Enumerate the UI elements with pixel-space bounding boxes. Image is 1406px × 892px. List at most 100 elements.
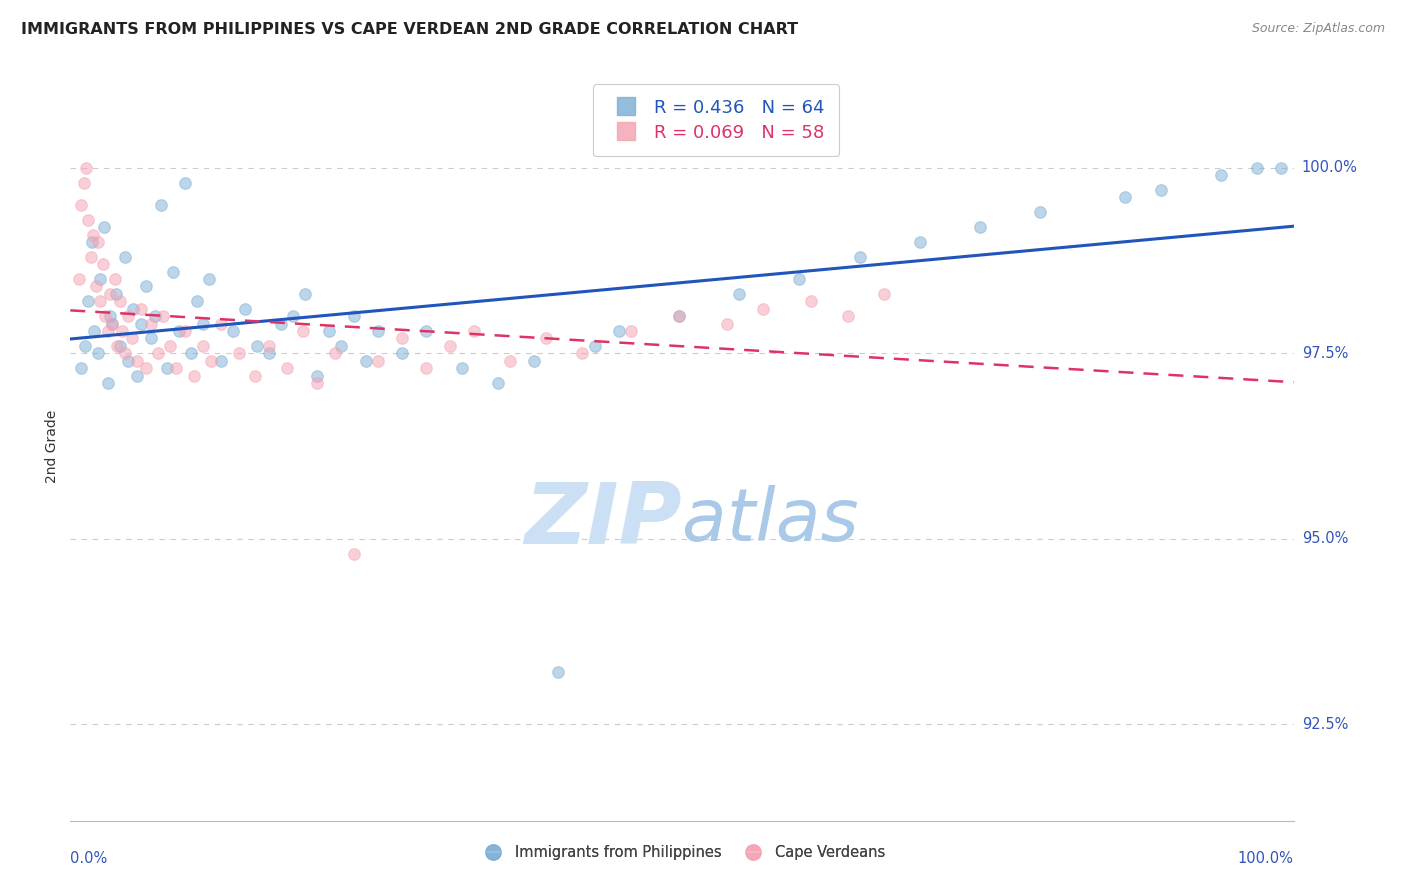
Point bbox=[125, 368, 148, 383]
Point bbox=[105, 287, 128, 301]
Point bbox=[148, 346, 170, 360]
Point bbox=[415, 361, 437, 376]
Point bbox=[83, 324, 105, 338]
Point bbox=[789, 272, 811, 286]
Point bbox=[307, 376, 329, 390]
Point bbox=[84, 279, 107, 293]
Point bbox=[165, 361, 187, 376]
Text: 95.0%: 95.0% bbox=[1302, 532, 1348, 546]
Point bbox=[391, 331, 413, 345]
Point bbox=[159, 339, 181, 353]
Point bbox=[848, 250, 870, 264]
Point bbox=[318, 324, 340, 338]
Point bbox=[1270, 161, 1292, 175]
Point bbox=[873, 287, 896, 301]
Point bbox=[800, 294, 823, 309]
Point bbox=[191, 317, 214, 331]
Point bbox=[139, 317, 162, 331]
Point bbox=[111, 324, 134, 338]
Point bbox=[70, 198, 93, 212]
Point bbox=[283, 309, 305, 323]
Text: ZIP: ZIP bbox=[524, 479, 682, 563]
Point bbox=[752, 301, 775, 316]
Point bbox=[209, 317, 232, 331]
Point bbox=[180, 346, 202, 360]
Legend: Immigrants from Philippines, Cape Verdeans: Immigrants from Philippines, Cape Verdea… bbox=[472, 839, 891, 866]
Point bbox=[94, 309, 117, 323]
Point bbox=[728, 287, 751, 301]
Point bbox=[80, 250, 103, 264]
Point bbox=[837, 309, 859, 323]
Point bbox=[228, 346, 250, 360]
Point bbox=[276, 361, 298, 376]
Point bbox=[162, 265, 184, 279]
Point bbox=[156, 361, 179, 376]
Point bbox=[233, 301, 256, 316]
Point bbox=[415, 324, 437, 338]
Point bbox=[257, 346, 280, 360]
Point bbox=[367, 324, 389, 338]
Point bbox=[499, 353, 522, 368]
Point bbox=[246, 339, 269, 353]
Point bbox=[139, 331, 162, 345]
Point bbox=[1211, 168, 1233, 182]
Point bbox=[183, 368, 205, 383]
Point bbox=[668, 309, 690, 323]
Point bbox=[716, 317, 738, 331]
Point bbox=[72, 176, 94, 190]
Point bbox=[80, 235, 103, 249]
Point bbox=[89, 272, 111, 286]
Point bbox=[583, 339, 606, 353]
Text: 100.0%: 100.0% bbox=[1302, 161, 1358, 176]
Point bbox=[257, 339, 280, 353]
Point bbox=[77, 294, 100, 309]
Point bbox=[87, 346, 110, 360]
Point bbox=[607, 324, 630, 338]
Point bbox=[89, 294, 111, 309]
Point bbox=[354, 353, 377, 368]
Point bbox=[101, 317, 124, 331]
Point bbox=[1150, 183, 1173, 197]
Point bbox=[668, 309, 690, 323]
Point bbox=[200, 353, 222, 368]
Text: 97.5%: 97.5% bbox=[1302, 346, 1348, 360]
Point bbox=[173, 324, 195, 338]
Point bbox=[1029, 205, 1052, 219]
Text: atlas: atlas bbox=[682, 485, 859, 557]
Point bbox=[135, 279, 157, 293]
Point bbox=[209, 353, 232, 368]
Point bbox=[101, 317, 124, 331]
Point bbox=[114, 346, 136, 360]
Point bbox=[463, 324, 485, 338]
Point bbox=[75, 161, 97, 175]
Point bbox=[93, 220, 115, 235]
Point bbox=[167, 324, 190, 338]
Point bbox=[87, 235, 110, 249]
Point bbox=[536, 331, 558, 345]
Point bbox=[191, 339, 214, 353]
Point bbox=[243, 368, 266, 383]
Point bbox=[325, 346, 347, 360]
Point bbox=[367, 353, 389, 368]
Text: Source: ZipAtlas.com: Source: ZipAtlas.com bbox=[1251, 22, 1385, 36]
Point bbox=[186, 294, 208, 309]
Point bbox=[131, 301, 153, 316]
Point bbox=[131, 317, 153, 331]
Point bbox=[108, 339, 131, 353]
Point bbox=[439, 339, 461, 353]
Point bbox=[117, 309, 139, 323]
Point bbox=[571, 346, 593, 360]
Point bbox=[97, 376, 120, 390]
Text: IMMIGRANTS FROM PHILIPPINES VS CAPE VERDEAN 2ND GRADE CORRELATION CHART: IMMIGRANTS FROM PHILIPPINES VS CAPE VERD… bbox=[21, 22, 799, 37]
Point bbox=[77, 212, 100, 227]
Point bbox=[198, 272, 221, 286]
Point bbox=[451, 361, 474, 376]
Text: 100.0%: 100.0% bbox=[1237, 851, 1294, 866]
Point bbox=[108, 294, 131, 309]
Point bbox=[135, 361, 157, 376]
Point bbox=[104, 272, 127, 286]
Point bbox=[97, 324, 120, 338]
Point bbox=[294, 287, 316, 301]
Point bbox=[391, 346, 413, 360]
Point bbox=[125, 353, 148, 368]
